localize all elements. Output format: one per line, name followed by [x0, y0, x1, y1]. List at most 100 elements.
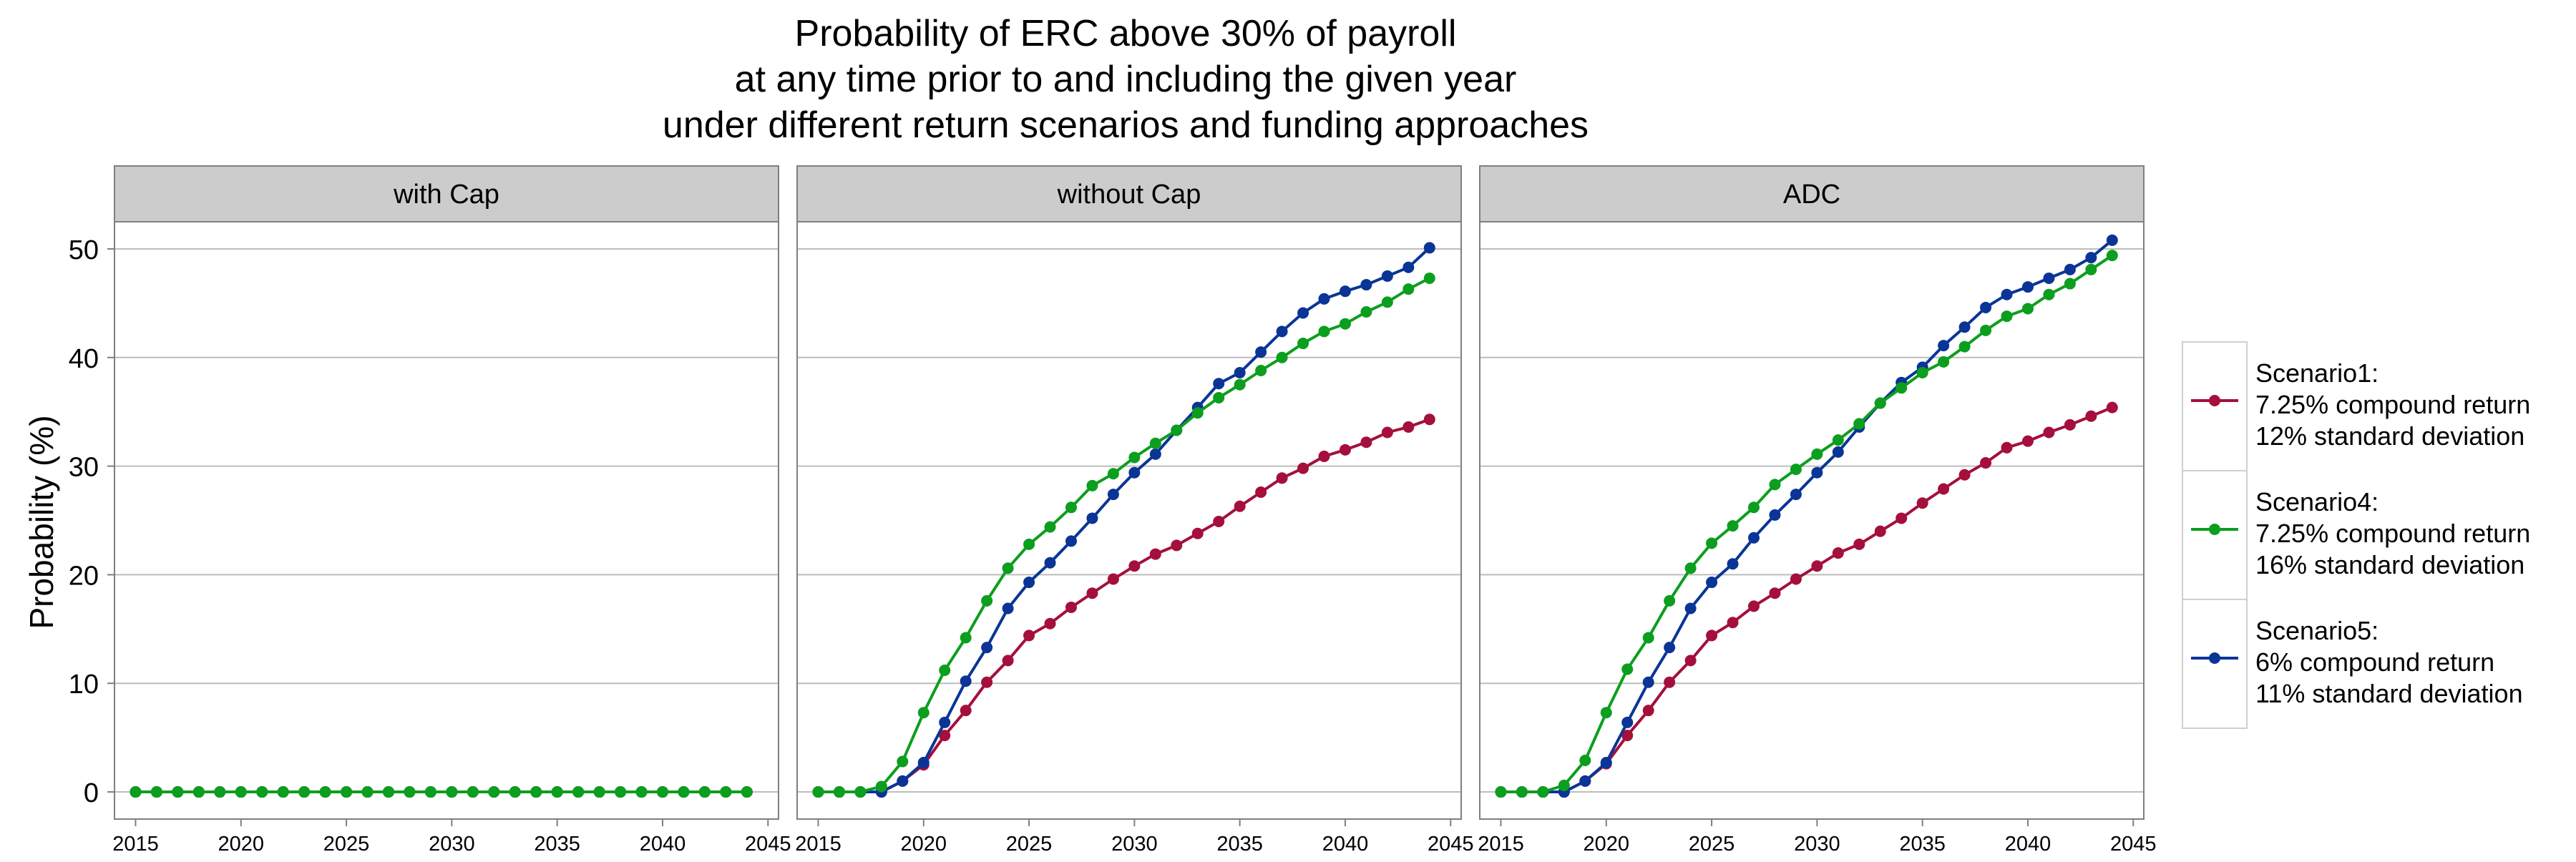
x-tick-label: 2020 [218, 833, 265, 856]
data-point [1234, 367, 1246, 379]
data-point [1537, 786, 1549, 798]
data-point [917, 757, 930, 769]
data-point [2001, 288, 2013, 300]
data-point [1360, 306, 1372, 318]
data-point [319, 786, 331, 798]
chart-title-line-3: under different return scenarios and fun… [663, 104, 1589, 146]
data-point [1938, 340, 1950, 352]
data-point [2106, 234, 2118, 246]
data-point [875, 780, 887, 793]
data-point [981, 594, 993, 607]
data-point [424, 786, 436, 798]
data-point [1423, 413, 1435, 426]
data-point [1339, 285, 1351, 298]
data-point [1339, 444, 1351, 456]
data-point [812, 786, 824, 798]
y-tick-label: 30 [69, 453, 99, 483]
data-point [2064, 263, 2076, 275]
chart-title: Probability of ERC above 30% of payroll … [663, 13, 1589, 146]
data-point [1107, 468, 1119, 480]
data-point [939, 665, 951, 677]
data-point [2064, 278, 2076, 290]
x-tick-label: 2015 [1478, 833, 1524, 856]
data-point [1916, 367, 1928, 379]
data-point [656, 786, 668, 798]
data-point [1297, 462, 1309, 474]
data-point [635, 786, 648, 798]
data-point [1621, 716, 1634, 728]
data-point [1318, 293, 1330, 305]
data-point [1318, 325, 1330, 338]
data-point [1747, 600, 1760, 612]
panel-strip [1479, 165, 2145, 222]
data-point [1044, 617, 1056, 630]
data-point [509, 786, 521, 798]
data-point [2106, 401, 2118, 413]
panel-plot-area [1480, 222, 2144, 819]
data-point [530, 786, 542, 798]
data-point [1171, 424, 1183, 436]
data-point [1642, 632, 1654, 644]
data-point [1002, 655, 1014, 667]
legend-key-point [2209, 524, 2220, 535]
data-point [2106, 250, 2118, 262]
data-point [2021, 303, 2034, 315]
x-tick-label: 2030 [429, 833, 475, 856]
data-point [1896, 512, 1908, 524]
data-point [1600, 757, 1612, 769]
panel-border [1479, 221, 2145, 820]
panel-2: without Cap 2015 2020 2025 2030 2035 2040 2045 [795, 165, 1474, 856]
data-point [1579, 755, 1591, 767]
legend-label-line: 12% standard deviation [2255, 421, 2524, 451]
data-point [960, 705, 972, 717]
x-tick-label: 2040 [1322, 833, 1369, 856]
legend-key-point [2209, 652, 2220, 664]
panel-strip [796, 165, 1462, 222]
data-point [960, 632, 972, 644]
legend-label-line: Scenario1: [2255, 358, 2379, 388]
data-point [1516, 786, 1528, 798]
series-scenario4 [812, 272, 1435, 798]
y-tick-label: 20 [69, 561, 99, 591]
data-point [404, 786, 416, 798]
data-point [1684, 602, 1697, 614]
data-point [1423, 242, 1435, 254]
data-point [1234, 378, 1246, 391]
data-point [1128, 560, 1141, 572]
data-point [1381, 270, 1393, 282]
legend-label-line: Scenario5: [2255, 616, 2379, 645]
panel-strip-label: ADC [1783, 180, 1840, 210]
data-point [1065, 601, 1077, 613]
data-point [1402, 261, 1415, 273]
x-tick-label: 2040 [2005, 833, 2051, 856]
y-tick-label: 10 [69, 670, 99, 700]
data-point [277, 786, 289, 798]
data-point [1769, 587, 1781, 599]
x-tick-label: 2025 [1006, 833, 1053, 856]
data-point [2064, 418, 2076, 431]
data-point [2021, 435, 2034, 447]
data-point [1297, 338, 1309, 350]
data-point [2085, 252, 2097, 264]
y-tick-label: 40 [69, 344, 99, 374]
panel-plot-area [114, 222, 779, 819]
data-point [2001, 441, 2013, 454]
data-point [1065, 535, 1077, 547]
data-point [1213, 516, 1225, 528]
data-point [593, 786, 605, 798]
data-point [256, 786, 268, 798]
panel-3: ADC 2015 2020 2025 2030 2035 2040 2045 [1478, 165, 2157, 856]
data-point [1086, 587, 1098, 599]
data-point [2001, 310, 2013, 323]
data-point [917, 707, 930, 719]
data-point [1621, 663, 1634, 675]
data-point [1171, 539, 1183, 552]
data-point [1621, 730, 1634, 742]
data-point [1832, 434, 1844, 446]
x-tick-label: 2035 [1216, 833, 1263, 856]
